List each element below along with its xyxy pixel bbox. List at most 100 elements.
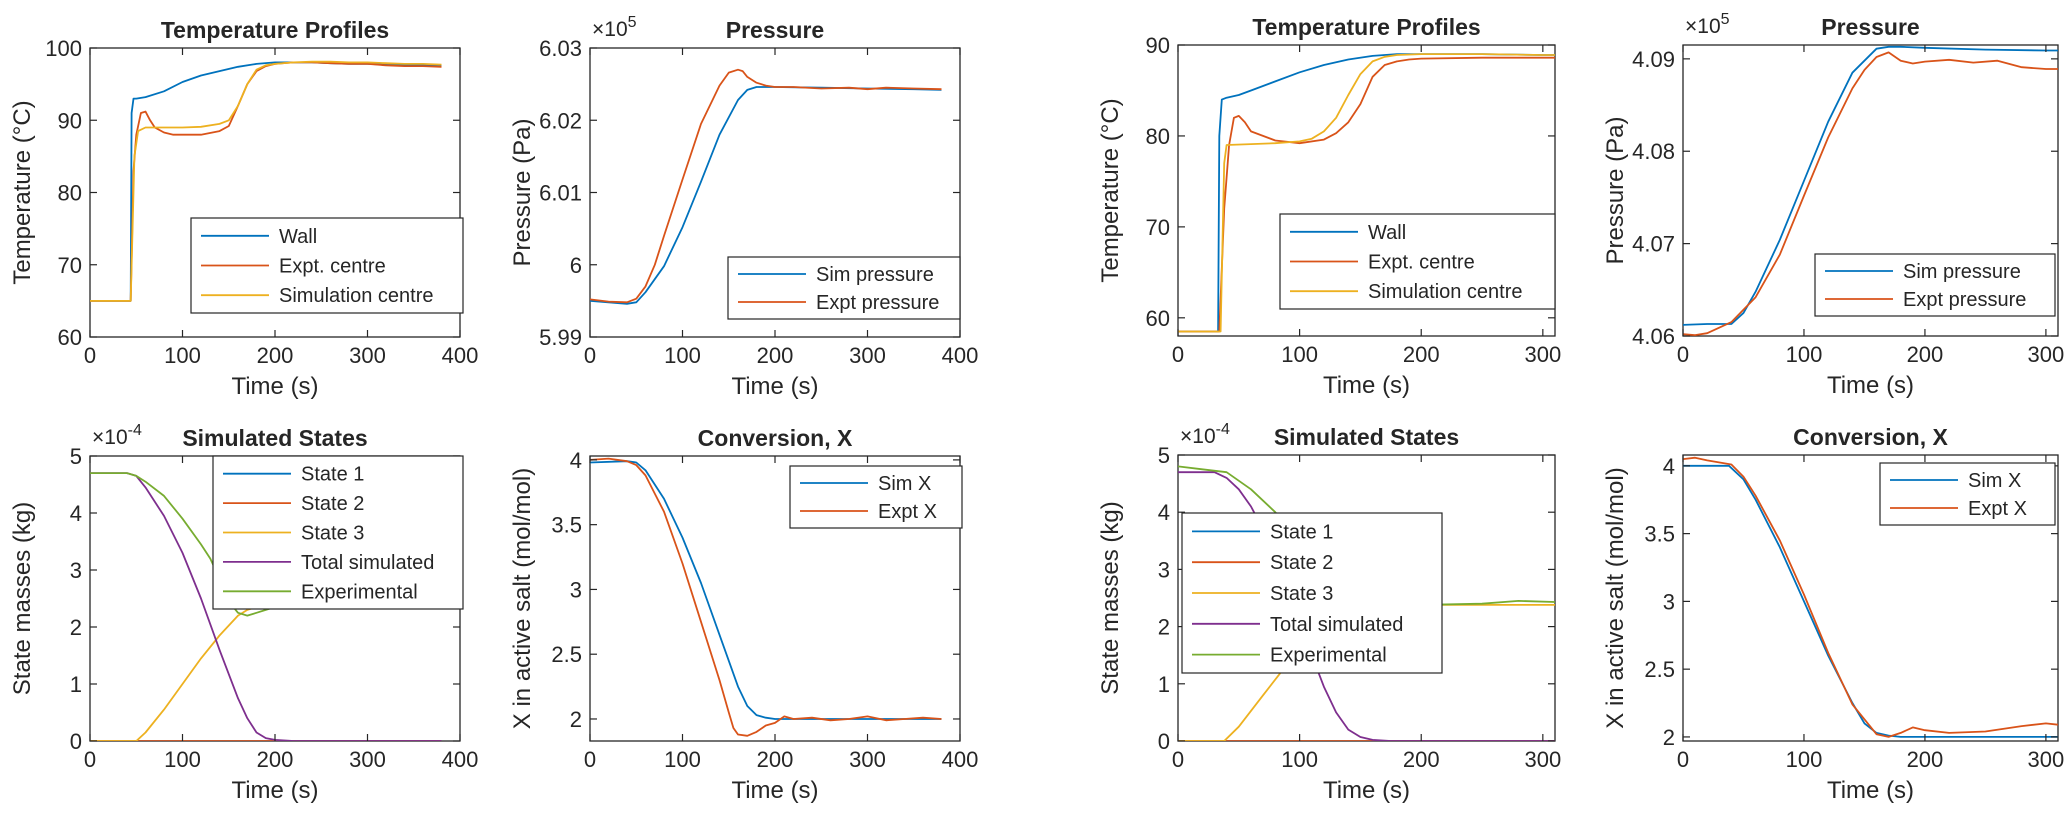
legend: Sim X Expt X: [789, 465, 963, 529]
y-tick-label: 2.5: [551, 642, 582, 667]
axis-exponent: ×105: [592, 14, 637, 41]
legend-box: [727, 256, 961, 320]
x-tick-label: 100: [1281, 747, 1318, 772]
y-tick-label: 4: [570, 448, 582, 473]
chart-title: Pressure: [726, 17, 824, 43]
y-tick-label: 100: [45, 36, 82, 61]
axis-exponent-power: -4: [128, 422, 142, 439]
series-line-expt-centre: [90, 61, 442, 302]
y-tick-label: 80: [58, 181, 82, 206]
x-axis-label: Time (s): [1827, 372, 1914, 399]
legend-entry: Expt X: [878, 501, 937, 523]
x-tick-label: 200: [257, 747, 294, 772]
y-tick-label: 4: [1663, 454, 1675, 479]
y-tick-label: 0: [70, 729, 82, 754]
x-tick-label: 300: [1524, 342, 1561, 367]
y-axis-label: State masses (kg): [1097, 501, 1124, 694]
y-tick-label: 3.5: [551, 513, 582, 538]
x-tick-label: 100: [164, 343, 201, 368]
legend-entry: Total simulated: [1270, 614, 1403, 636]
x-tick-label: 0: [84, 343, 96, 368]
legend-entry: Expt X: [1968, 498, 2027, 520]
axis-exponent-power: -4: [1216, 421, 1230, 438]
axis-exponent: ×10-4: [1180, 421, 1230, 448]
y-tick-label: 5: [70, 444, 82, 469]
x-tick-label: 0: [1172, 342, 1184, 367]
chart-panel-8: 0 100 200 300 2 2.5 3 3.5 4 Conversion, X Time (s)…: [1602, 424, 2064, 804]
x-tick-label: 300: [849, 343, 886, 368]
legend-entry: State 3: [1270, 583, 1333, 605]
x-tick-label: 0: [1677, 342, 1689, 367]
y-tick-label: 90: [1146, 33, 1170, 58]
chart-panel-2: 0 100 200 300 400 5.99 6 6.01 6.02 6.03 Pressure Ti…: [509, 14, 978, 400]
y-tick-label: 2: [70, 615, 82, 640]
y-tick-label: 5: [1158, 443, 1170, 468]
x-axis-label: Time (s): [1827, 777, 1914, 804]
axis-exponent-power: 5: [1721, 11, 1730, 28]
x-tick-label: 300: [349, 747, 386, 772]
chart-panel-7: 0 100 200 300 0 1 2 3 4 5 Simulated States Time (s)…: [1097, 421, 1561, 804]
x-tick-label: 100: [664, 343, 701, 368]
x-axis-label: Time (s): [1323, 372, 1410, 399]
y-tick-label: 70: [1146, 215, 1170, 240]
legend-entry: Expt pressure: [816, 292, 939, 314]
y-tick-label: 1: [70, 672, 82, 697]
x-axis-label: Time (s): [231, 373, 318, 400]
x-axis-label: Time (s): [231, 777, 318, 804]
chart-title: Conversion, X: [698, 425, 853, 451]
axis-exponent-base: ×10: [92, 426, 128, 449]
y-tick-label: 0: [1158, 729, 1170, 754]
axis-exponent: ×10-4: [92, 422, 142, 449]
series-line-expt-centre: [1178, 56, 1555, 333]
x-tick-label: 300: [849, 747, 886, 772]
y-tick-label: 4: [1158, 500, 1170, 525]
chart-title: Pressure: [1821, 14, 1919, 40]
chart-title: Conversion, X: [1793, 424, 1948, 450]
legend-box: [789, 465, 963, 529]
y-tick-label: 3: [70, 558, 82, 583]
x-tick-label: 0: [1677, 747, 1689, 772]
chart-title: Simulated States: [182, 425, 367, 451]
x-tick-label: 200: [1907, 342, 1944, 367]
legend-entry: Wall: [1368, 222, 1406, 244]
legend: Sim pressure Expt pressure: [1814, 253, 2056, 317]
legend-entry: Expt pressure: [1903, 289, 2026, 311]
chart-title: Temperature Profiles: [161, 17, 389, 43]
y-tick-label: 3: [570, 577, 582, 602]
legend-entry: State 3: [301, 523, 364, 545]
y-tick-label: 3.5: [1644, 522, 1675, 547]
x-tick-label: 300: [1524, 747, 1561, 772]
legend-entry: Expt. centre: [279, 256, 386, 278]
series-line-simulation-centre: [1178, 53, 1555, 333]
series-line-experimental: [90, 472, 276, 617]
y-axis-label: Pressure (Pa): [509, 118, 536, 266]
chart-panel-1: 0 100 200 300 400 60 70 80 90 100 Temperature Prof…: [9, 17, 478, 400]
y-tick-label: 3: [1158, 557, 1170, 582]
x-tick-label: 100: [664, 747, 701, 772]
axis-exponent-power: 5: [628, 14, 637, 31]
y-tick-label: 4.06: [1632, 324, 1675, 349]
x-axis-label: Time (s): [731, 777, 818, 804]
y-tick-label: 4.08: [1632, 139, 1675, 164]
series-line-simulation-centre: [90, 60, 442, 302]
y-tick-label: 6.03: [539, 36, 582, 61]
y-tick-label: 4.09: [1632, 47, 1675, 72]
x-tick-label: 200: [757, 343, 794, 368]
y-axis-label: Temperature (°C): [1097, 98, 1124, 282]
legend: Sim pressure Expt pressure: [727, 256, 961, 320]
y-tick-label: 4.07: [1632, 232, 1675, 257]
x-tick-label: 200: [757, 747, 794, 772]
series-line-total-simulated: [90, 472, 442, 741]
y-tick-label: 60: [1146, 306, 1170, 331]
legend-entry: Sim X: [1968, 470, 2021, 492]
x-axis-label: Time (s): [731, 373, 818, 400]
x-tick-label: 200: [257, 343, 294, 368]
legend: Wall Expt. centre Simulation centre: [190, 217, 464, 314]
legend-entry: Expt. centre: [1368, 252, 1475, 274]
x-tick-label: 0: [584, 747, 596, 772]
x-tick-label: 200: [1403, 747, 1440, 772]
y-tick-label: 2: [1663, 725, 1675, 750]
x-tick-label: 0: [584, 343, 596, 368]
x-tick-label: 100: [1281, 342, 1318, 367]
